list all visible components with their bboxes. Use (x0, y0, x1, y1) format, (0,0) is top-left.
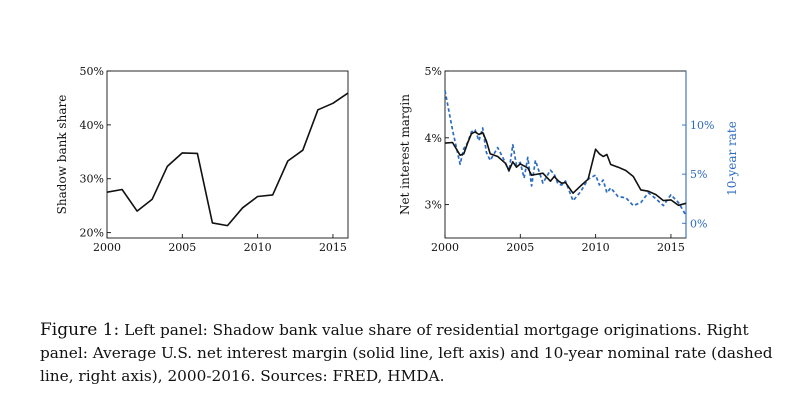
series-line-net-interest-margin (444, 131, 687, 207)
y-axis-label: Net interest margin (398, 94, 412, 215)
y2-tick-label: 10% (690, 119, 714, 132)
y-tick-label: 50% (80, 65, 104, 78)
y-tick-label: 4% (425, 132, 442, 145)
y-tick-label: 20% (80, 227, 104, 240)
x-tick-label: 2015 (657, 241, 685, 254)
left-panel-chart: 2000 2005 2010 2015 20% 30% 40% 50% Shadow bank … (55, 65, 349, 254)
x-tick-label: 2010 (244, 241, 272, 254)
y2-tick-label: 0% (690, 217, 707, 230)
series-line-10-year-rate (444, 90, 687, 216)
x-tick-label: 2005 (168, 241, 196, 254)
plot-frame (106, 70, 349, 239)
x-tick-label: 2015 (319, 241, 347, 254)
x-tick-label: 2000 (93, 241, 121, 254)
figure: 2000 2005 2010 2015 20% 30% 40% 50% Shadow bank … (55, 65, 739, 254)
x-tick-label: 2000 (431, 241, 459, 254)
x-tick-label: 2010 (582, 241, 610, 254)
y2-axis-label: 10-year rate (725, 121, 739, 196)
figure-caption: Figure 1: Left panel: Shadow bank value … (40, 319, 775, 388)
y-axis-label: Shadow bank share (55, 95, 69, 215)
series-line-shadow-bank-share (106, 92, 349, 227)
y-tick-label: 30% (80, 173, 104, 186)
y-tick-label: 40% (80, 119, 104, 132)
caption-label: Figure 1: (40, 320, 120, 340)
y-tick-label: 5% (425, 65, 442, 78)
right-panel-chart: 2000 2005 2010 2015 3% 4% 5% Net interest margi… (398, 65, 739, 254)
y2-tick-label: 5% (690, 168, 707, 181)
plot-frame (444, 70, 687, 239)
y-tick-label: 3% (425, 199, 442, 212)
caption-text: Left panel: Shadow bank value share of r… (40, 321, 773, 385)
x-tick-label: 2005 (506, 241, 534, 254)
